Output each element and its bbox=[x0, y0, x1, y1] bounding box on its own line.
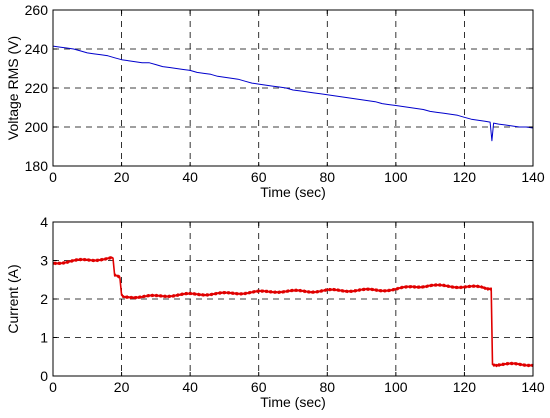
current-y-axis-label: Current (A) bbox=[5, 264, 21, 333]
current-x-tick-label: 20 bbox=[114, 379, 130, 395]
current-y-tick-label: 0 bbox=[40, 368, 48, 384]
current-y-tick-label: 3 bbox=[40, 253, 48, 269]
current-panel: 0 20 40 60 80 100 120 140 0 1 2 3 4 Time (sec) Current… bbox=[5, 214, 545, 410]
voltage-x-tick-label: 100 bbox=[384, 169, 408, 185]
voltage-x-tick-label: 120 bbox=[453, 169, 477, 185]
voltage-y-tick-label: 240 bbox=[25, 41, 49, 57]
current-x-tick-label: 0 bbox=[49, 379, 57, 395]
voltage-y-tick-label: 180 bbox=[25, 158, 49, 174]
voltage-y-tick-label: 220 bbox=[25, 80, 49, 96]
voltage-series-line bbox=[52, 45, 534, 142]
current-y-tick-label: 4 bbox=[40, 214, 48, 230]
voltage-x-tick-label: 0 bbox=[49, 169, 57, 185]
voltage-panel: 0 20 40 60 80 100 120 140 180 200 220 240 260 Time (s… bbox=[5, 2, 545, 200]
current-x-tick-label: 120 bbox=[453, 379, 477, 395]
current-x-tick-label: 100 bbox=[384, 379, 408, 395]
current-x-tick-label: 80 bbox=[319, 379, 335, 395]
current-y-tick-label: 2 bbox=[40, 291, 48, 307]
voltage-x-tick-label: 40 bbox=[182, 169, 198, 185]
voltage-y-tick-label: 260 bbox=[25, 2, 49, 18]
current-x-tick-label: 60 bbox=[251, 379, 267, 395]
voltage-y-tick-label: 200 bbox=[25, 119, 49, 135]
voltage-y-axis-label: Voltage RMS (V) bbox=[5, 36, 21, 140]
current-x-axis-label: Time (sec) bbox=[260, 394, 326, 410]
voltage-x-axis-label: Time (sec) bbox=[260, 184, 326, 200]
current-x-tick-label: 40 bbox=[182, 379, 198, 395]
voltage-x-tick-label: 140 bbox=[521, 169, 545, 185]
voltage-x-tick-label: 80 bbox=[319, 169, 335, 185]
current-y-tick-label: 1 bbox=[40, 330, 48, 346]
voltage-x-tick-label: 60 bbox=[251, 169, 267, 185]
voltage-x-tick-label: 20 bbox=[114, 169, 130, 185]
current-x-tick-label: 140 bbox=[521, 379, 545, 395]
current-series-line bbox=[52, 256, 534, 368]
